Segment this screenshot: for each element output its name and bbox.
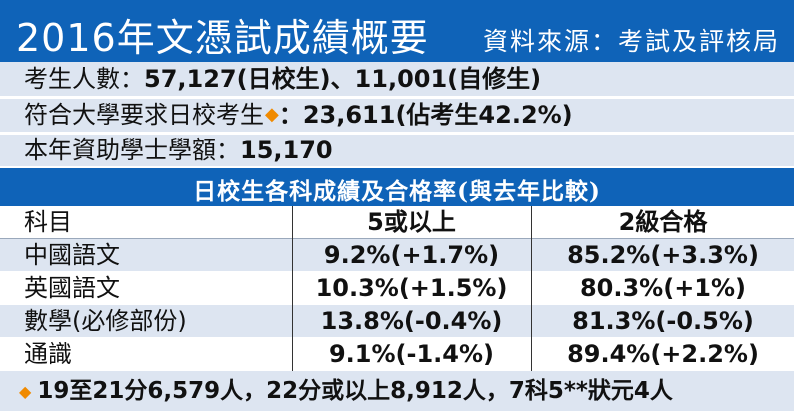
diamond-marker-icon: ◆ xyxy=(265,104,279,125)
places-value: 15,170 xyxy=(240,136,333,164)
footer-statistics: 19至21分6,579人，22分或以上8,912人，7科5**狀元4人 xyxy=(37,378,673,404)
table-row: 中國語文 9.2%(+1.7%) 85.2%(+3.3%) xyxy=(0,239,794,271)
table-row: 數學(必修部份) 13.8%(-0.4%) 81.3%(-0.5%) xyxy=(0,305,794,337)
level5-value: 13.8%(-0.4%) xyxy=(320,307,503,335)
subject-name: 數學(必修部份) xyxy=(24,307,187,335)
places-line: 本年資助學士學額：15,170 xyxy=(24,134,333,166)
qualified-line: 符合大學要求日校考生◆：23,611(佔考生42.2%) xyxy=(24,99,573,131)
diamond-marker-icon: ◆ xyxy=(19,381,32,401)
candidates-label: 考生人數： xyxy=(24,65,144,93)
header-level2: 2級合格 xyxy=(618,208,708,236)
footer-text: ◆ 19至21分6,579人，22分或以上8,912人，7科5**狀元4人 xyxy=(18,375,673,407)
header-bar: 2016年文憑試成績概要 資料來源：考試及評核局 xyxy=(0,0,794,62)
column-divider-1 xyxy=(292,206,293,371)
summary-info-box: 考生人數：57,127(日校生)、11,001(自修生) 符合大學要求日校考生◆… xyxy=(0,62,794,166)
level2-value: 85.2%(+3.3%) xyxy=(567,241,759,269)
qualified-value: ：23,611(佔考生42.2%) xyxy=(278,101,573,129)
page-title: 2016年文憑試成績概要 xyxy=(16,16,429,60)
column-divider-2 xyxy=(531,206,532,371)
places-label: 本年資助學士學額： xyxy=(24,136,240,164)
candidates-value: 57,127(日校生)、11,001(自修生) xyxy=(144,65,542,93)
subject-name: 通識 xyxy=(24,340,72,368)
info-divider-2 xyxy=(0,132,794,135)
candidates-line: 考生人數：57,127(日校生)、11,001(自修生) xyxy=(24,63,541,95)
table-header-row: 科目 5或以上 2級合格 xyxy=(0,206,794,238)
table-divider xyxy=(0,238,794,239)
header-level5: 5或以上 xyxy=(367,208,456,236)
info-divider-1 xyxy=(0,96,794,99)
header-subject: 科目 xyxy=(24,208,72,236)
results-table: 科目 5或以上 2級合格 中國語文 9.2%(+1.7%) 85.2%(+3.3… xyxy=(0,206,794,369)
level5-value: 9.2%(+1.7%) xyxy=(323,241,500,269)
level2-value: 89.4%(+2.2%) xyxy=(567,340,759,368)
source-credit: 資料來源：考試及評核局 xyxy=(482,27,780,56)
subject-name: 英國語文 xyxy=(24,274,120,302)
footer-note: ◆ 19至21分6,579人，22分或以上8,912人，7科5**狀元4人 xyxy=(0,371,794,411)
table-title: 日校生各科成績及合格率(與去年比較) xyxy=(193,178,601,205)
qualified-label: 符合大學要求日校考生 xyxy=(24,101,264,129)
level2-value: 81.3%(-0.5%) xyxy=(572,307,754,335)
subject-name: 中國語文 xyxy=(24,241,120,269)
level2-value: 80.3%(+1%) xyxy=(579,274,747,302)
level5-value: 9.1%(-1.4%) xyxy=(328,340,495,368)
table-title-band: 日校生各科成績及合格率(與去年比較) xyxy=(0,168,794,206)
table-row: 英國語文 10.3%(+1.5%) 80.3%(+1%) xyxy=(0,272,794,304)
level5-value: 10.3%(+1.5%) xyxy=(315,274,508,302)
table-row: 通識 9.1%(-1.4%) 89.4%(+2.2%) xyxy=(0,338,794,370)
